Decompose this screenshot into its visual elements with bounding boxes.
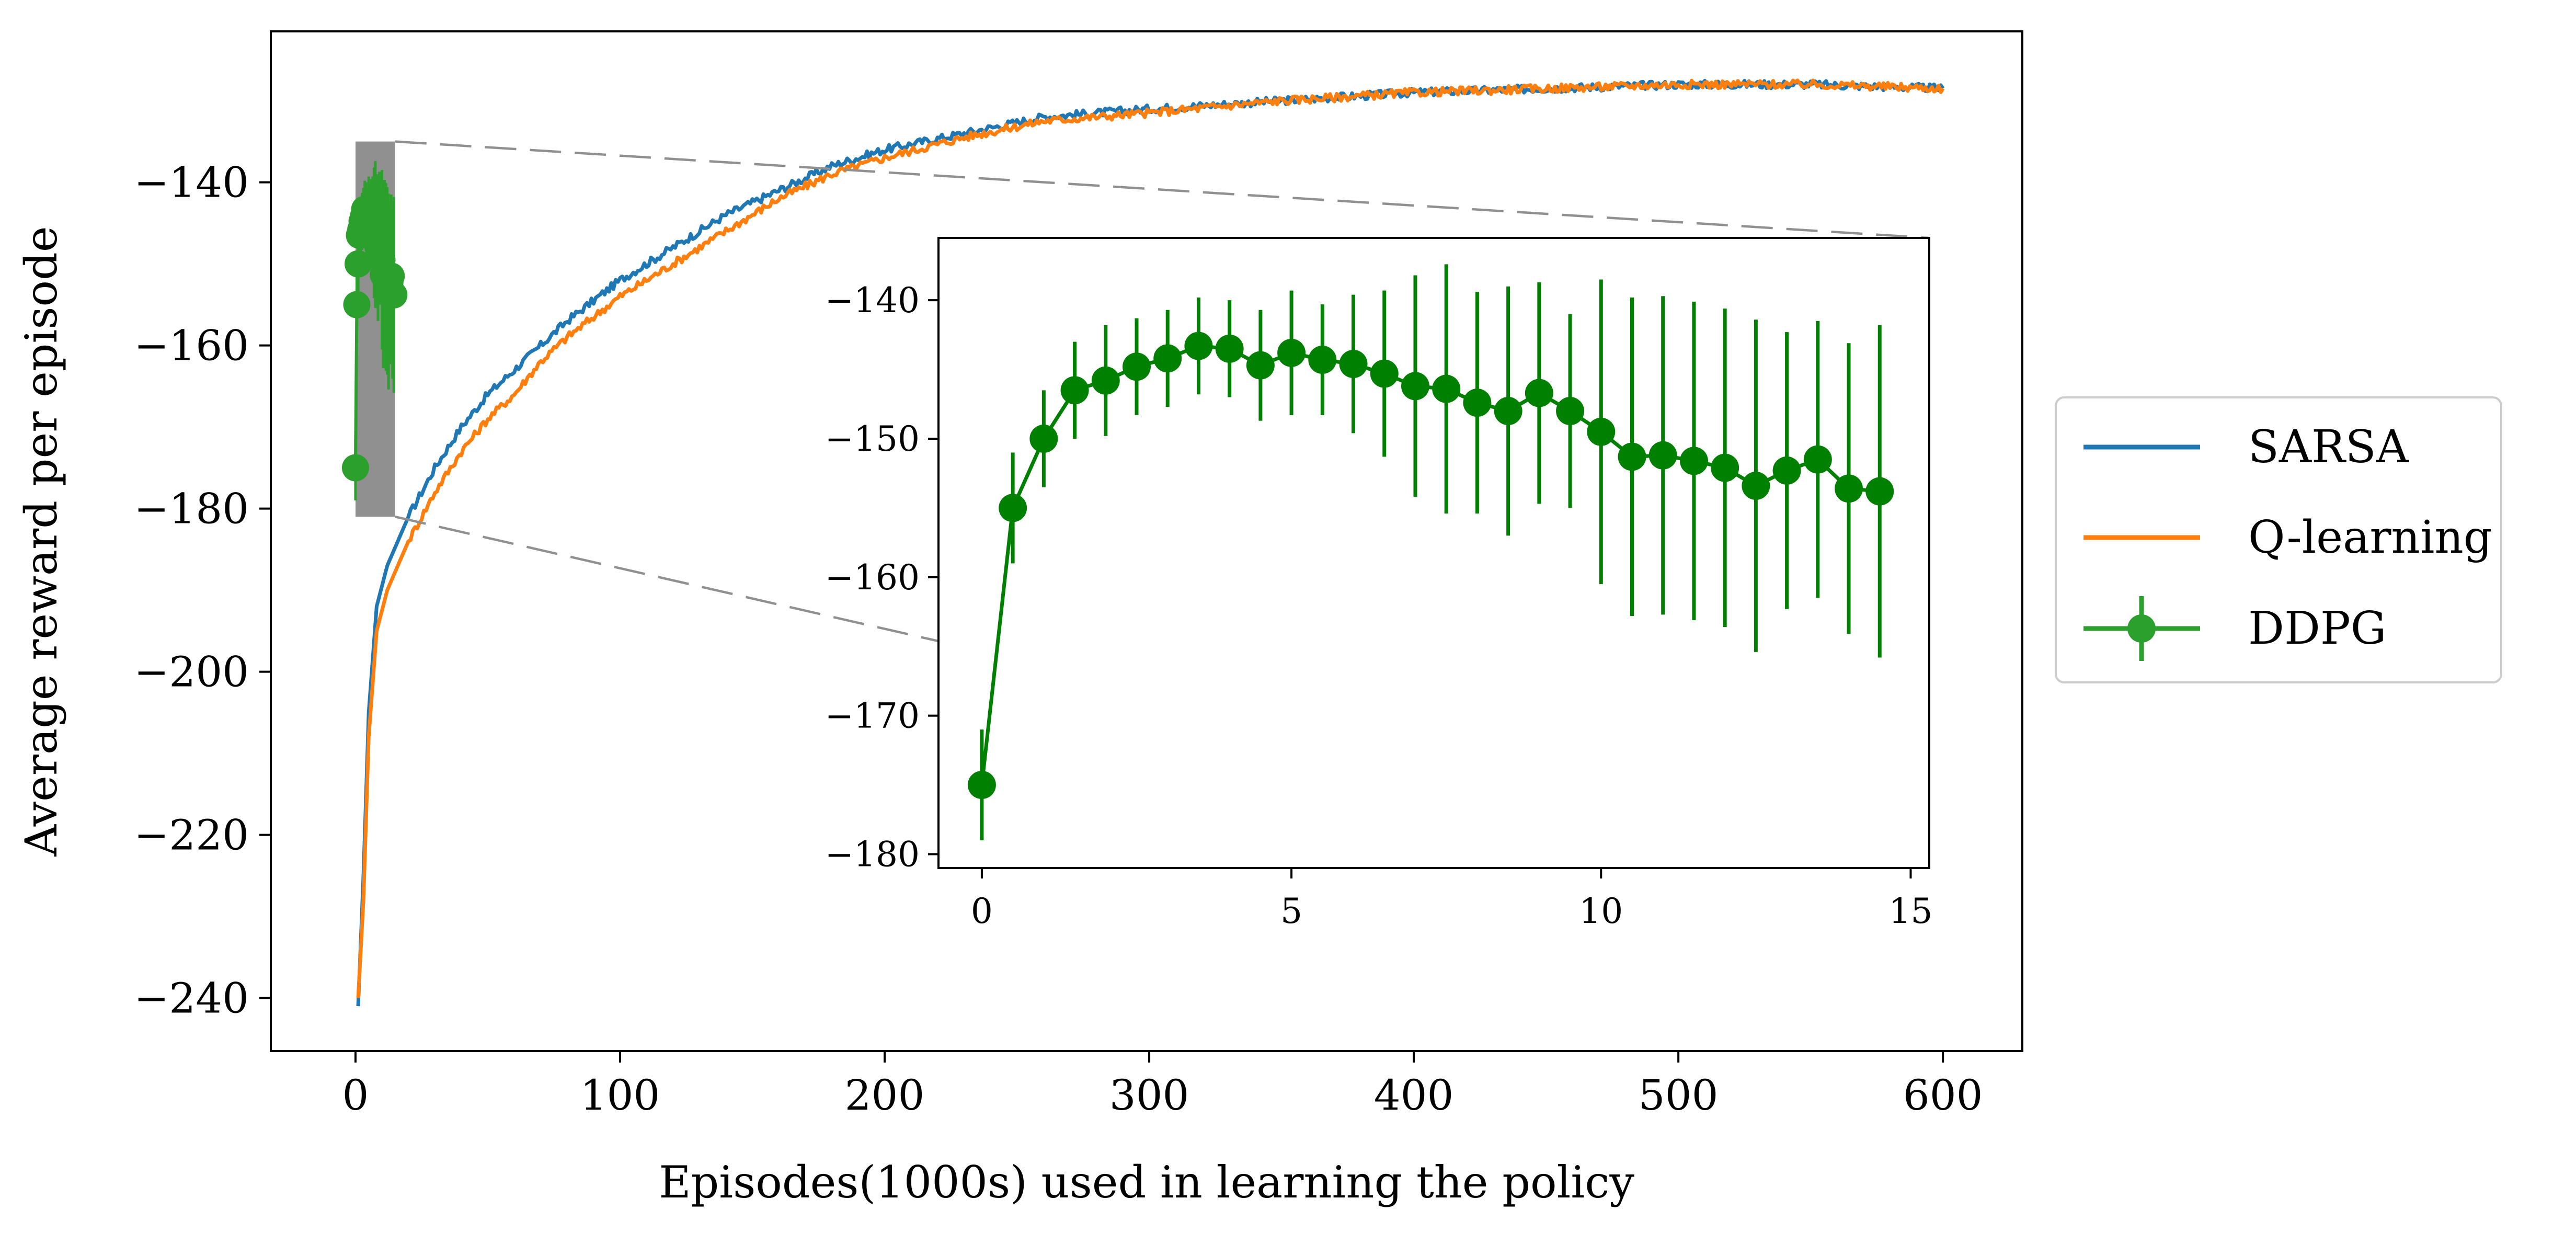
ddpg-inset-point	[1432, 374, 1461, 403]
inset-y-tick-label: −170	[825, 696, 920, 736]
ddpg-inset-point	[1742, 472, 1770, 500]
ddpg-inset-point	[1123, 352, 1151, 381]
ddpg-inset-point	[1618, 442, 1646, 471]
ddpg-inset-point	[1803, 445, 1832, 474]
main-x-tick-label: 500	[1639, 1071, 1719, 1120]
ddpg-inset-point	[1711, 453, 1739, 482]
inset-axes-frame	[937, 237, 1930, 869]
ddpg-inset-point	[1679, 447, 1708, 475]
ddpg-inset-point	[1401, 372, 1429, 401]
main-y-ticks: −240 −220 −200 −180 −160 −140	[134, 158, 271, 1023]
ddpg-main-point	[343, 291, 371, 318]
ddpg-inset-point	[1184, 332, 1213, 360]
ddpg-inset-point	[1153, 344, 1182, 373]
legend-label-q-learning: Q-learning	[2248, 511, 2492, 564]
ddpg-main-point	[344, 250, 372, 278]
inset-x-ticks: 0 5 10 15	[971, 868, 1932, 931]
ddpg-inset-point	[1556, 397, 1585, 426]
main-plot-area: 0 100 200 300 400 500 600 −240−220−200−180−160…	[134, 30, 2023, 1120]
main-x-ticks: 0 100 200 300 400 500 600	[342, 1051, 1983, 1120]
main-y-tick-label: −160	[134, 322, 249, 370]
legend-box	[2055, 396, 2502, 683]
zoom-connector-top	[395, 140, 1930, 239]
y-axis-label: Average reward per episode	[16, 226, 67, 857]
main-y-tick-label: −220	[134, 811, 249, 860]
main-y-tick-label: −140	[134, 158, 249, 207]
inset-y-tick-label: −180	[825, 835, 920, 875]
inset-x-tick-label: 5	[1280, 891, 1302, 931]
main-y-tick-label: −240	[134, 974, 249, 1023]
legend-marker-ddpg	[2127, 614, 2156, 643]
ddpg-inset-point	[967, 771, 996, 800]
main-y-tick-label: −200	[134, 648, 249, 697]
ddpg-inset-point	[1835, 474, 1863, 503]
inset-y-tick-label: −150	[825, 419, 920, 459]
main-series-layer	[356, 78, 1945, 1007]
main-x-tick-label: 0	[342, 1071, 369, 1120]
legend-label-ddpg: DDPG	[2248, 602, 2386, 655]
inset-series-layer	[967, 264, 1894, 841]
main-axes-frame	[270, 30, 2023, 1052]
ddpg-inset-point	[1463, 389, 1492, 417]
series-line-q-learning	[356, 78, 1945, 998]
ddpg-inset-point	[1308, 346, 1337, 374]
ddpg-inset-point	[1029, 425, 1058, 453]
inset-y-ticks: −180 −170 −160 −150 −140	[825, 280, 938, 875]
inset-background	[938, 238, 1929, 868]
ddpg-main-point	[341, 454, 369, 482]
inset-plot-area: 0 5 10 15 −180 −170 −160 −150 −140	[825, 237, 1932, 931]
ddpg-inset-point	[1060, 376, 1089, 405]
inset-x-tick-label: 10	[1579, 891, 1623, 931]
ddpg-inset-point	[1525, 379, 1553, 407]
ddpg-inset-point	[1587, 417, 1616, 446]
main-y-tick-label: −180	[134, 485, 249, 533]
inset-y-tick-label: −140	[825, 280, 920, 321]
ddpg-inset-point	[1370, 359, 1399, 388]
main-x-tick-label: 100	[580, 1071, 660, 1120]
main-x-tick-label: 600	[1903, 1071, 1983, 1120]
ddpg-main-point	[380, 281, 408, 309]
ddpg-inset-point	[1339, 350, 1368, 378]
inset-x-tick-label: 0	[971, 891, 993, 931]
ddpg-inset-point	[1215, 334, 1244, 363]
ddpg-inset-point	[1246, 351, 1275, 380]
inset-x-tick-label: 15	[1888, 891, 1932, 931]
main-x-tick-label: 400	[1374, 1071, 1454, 1120]
x-axis-label: Episodes(1000s) used in learning the pol…	[659, 1157, 1634, 1208]
ddpg-inset-point	[1772, 456, 1801, 485]
legend: SARSA Q-learning DDPG	[2055, 396, 2502, 683]
ddpg-inset-point	[1865, 477, 1894, 506]
zoom-indicator	[341, 140, 1930, 870]
ddpg-inset-point	[1648, 441, 1677, 470]
ddpg-inset-point	[999, 494, 1027, 522]
legend-label-sarsa: SARSA	[2248, 421, 2409, 473]
main-x-tick-label: 300	[1109, 1071, 1189, 1120]
ddpg-inset-point	[1091, 366, 1120, 395]
main-x-tick-label: 200	[845, 1071, 925, 1120]
ddpg-inset-point	[1494, 397, 1522, 426]
inset-y-tick-label: −160	[825, 557, 920, 598]
ddpg-inset-point	[1277, 338, 1306, 367]
